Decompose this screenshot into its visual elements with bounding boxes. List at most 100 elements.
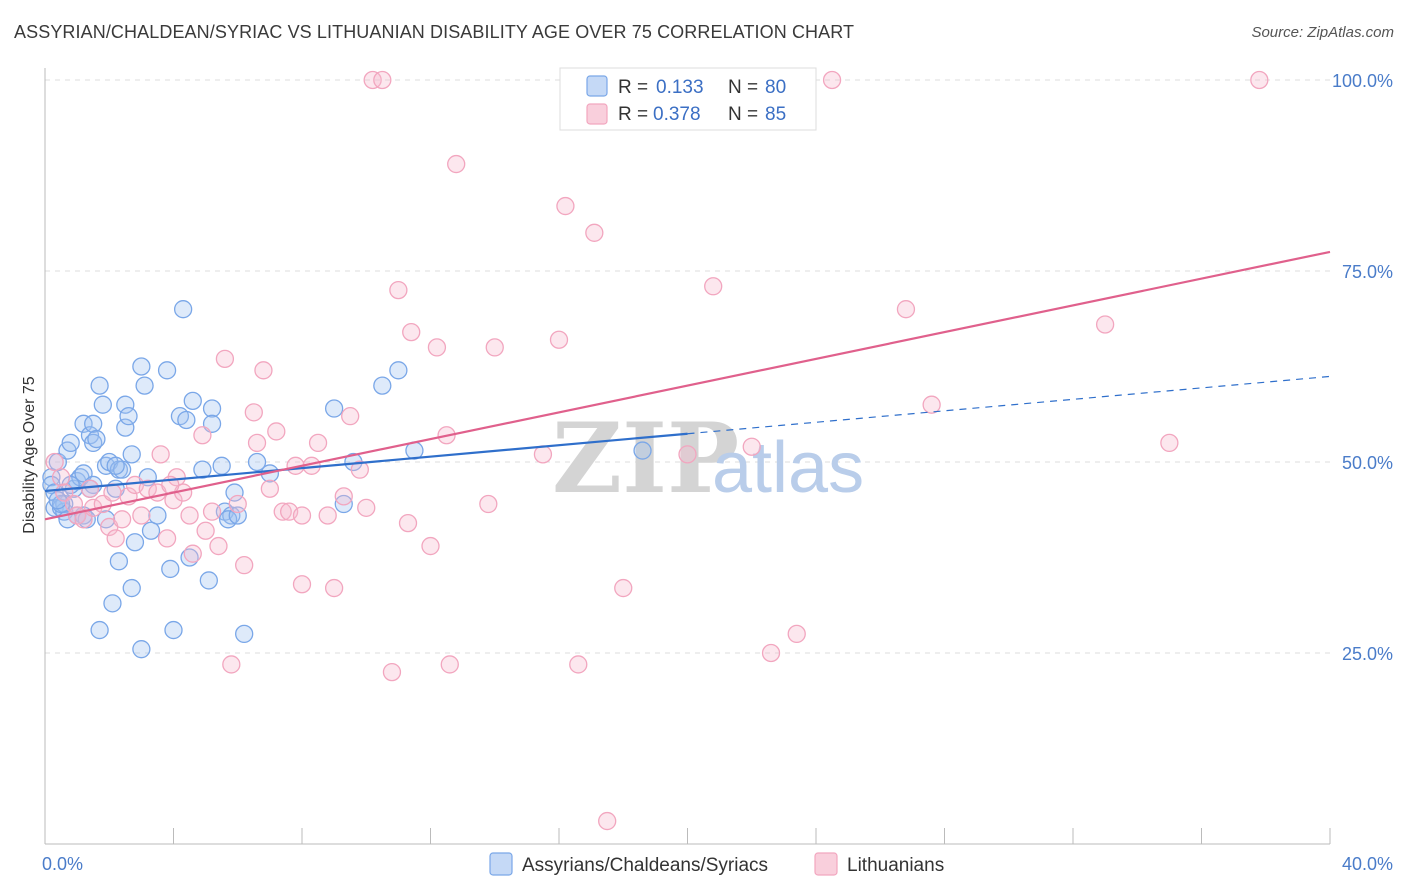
point-lithuanians-81	[1250, 70, 1269, 90]
point-lithuanians-47	[341, 407, 360, 426]
point-lithuanians-34	[254, 361, 273, 380]
legend: R = 0.133 N = 80 R = 0.378 N = 85	[559, 67, 817, 131]
point-assyrians-50	[177, 410, 196, 430]
point-lithuanians-25	[196, 521, 215, 540]
point-lithuanians-22	[180, 506, 199, 525]
point-assyrians-46	[161, 559, 180, 579]
point-lithuanians-65	[556, 196, 575, 216]
point-assyrians-24	[90, 376, 109, 395]
y-tick-label-2: 75.0%	[1342, 262, 1393, 282]
point-assyrians-52	[183, 391, 202, 411]
point-assyrians-10	[61, 433, 80, 453]
point-lithuanians-14	[132, 506, 151, 525]
point-lithuanians-80	[1160, 433, 1179, 453]
point-assyrians-28	[103, 594, 122, 613]
point-assyrians-33	[116, 395, 135, 414]
series-swatch-lithuanians	[814, 852, 838, 876]
point-lithuanians-50	[363, 70, 382, 90]
point-assyrians-35	[119, 407, 138, 426]
point-lithuanians-78	[922, 395, 941, 414]
watermark-atlas: atlas	[712, 428, 864, 508]
point-lithuanians-75	[787, 624, 806, 644]
point-assyrians-57	[212, 456, 231, 475]
point-assyrians-77	[106, 456, 125, 475]
point-lithuanians-67	[585, 223, 604, 242]
point-lithuanians-64	[549, 330, 569, 349]
point-lithuanians-56	[421, 536, 440, 556]
y-tick-label-1: 50.0%	[1342, 453, 1393, 473]
point-assyrians-16	[74, 414, 93, 433]
point-lithuanians-52	[382, 662, 402, 682]
point-assyrians-69	[373, 376, 392, 395]
point-lithuanians-45	[324, 578, 344, 598]
point-lithuanians-18	[157, 529, 177, 548]
point-assyrians-44	[148, 506, 167, 525]
point-assyrians-72	[633, 441, 652, 460]
point-lithuanians-55	[402, 322, 421, 342]
legend-r-value-2: 0.378	[653, 104, 701, 125]
point-assyrians-37	[122, 578, 141, 598]
point-lithuanians-1	[51, 468, 71, 487]
point-assyrians-49	[173, 300, 193, 319]
point-lithuanians-33	[247, 433, 267, 453]
point-lithuanians-82	[598, 811, 617, 831]
point-lithuanians-27	[209, 536, 228, 556]
point-lithuanians-29	[222, 655, 241, 674]
point-assyrians-40	[135, 376, 154, 395]
point-assyrians-55	[202, 399, 222, 418]
point-assyrians-42	[141, 521, 161, 540]
legend-r-label-2: R =	[618, 104, 648, 125]
trend-line-assyrians	[44, 432, 688, 493]
y-tick-label-0: 25.0%	[1342, 644, 1393, 664]
point-lithuanians-32	[244, 403, 263, 422]
point-lithuanians-30	[228, 494, 247, 514]
legend-n-label-1: N =	[728, 77, 758, 98]
series-label-assyrians: Assyrians/Chaldeans/Syriacs	[522, 855, 768, 876]
point-assyrians-47	[164, 620, 183, 640]
series-swatch-assyrians	[489, 852, 513, 876]
point-lithuanians-59	[440, 655, 459, 674]
point-lithuanians-6	[80, 479, 100, 498]
point-lithuanians-73	[742, 437, 761, 456]
point-lithuanians-41	[292, 506, 312, 525]
point-lithuanians-26	[202, 502, 222, 521]
point-lithuanians-48	[350, 460, 369, 479]
point-lithuanians-62	[485, 338, 504, 357]
point-assyrians-20	[84, 414, 103, 433]
point-assyrians-23	[90, 620, 109, 640]
y-axis-label: Disability Age Over 75	[21, 376, 38, 534]
watermark: ZIP atlas	[552, 402, 864, 515]
point-lithuanians-17	[151, 445, 170, 464]
point-lithuanians-70	[678, 445, 697, 464]
point-lithuanians-43	[308, 433, 328, 453]
trend-line-lithuanians	[44, 250, 1331, 521]
point-lithuanians-61	[479, 494, 498, 514]
point-lithuanians-24	[193, 426, 212, 445]
x-tick-label-0: 0.0%	[42, 854, 83, 874]
point-lithuanians-37	[273, 502, 292, 521]
point-lithuanians-35	[260, 479, 280, 498]
point-lithuanians-23	[183, 544, 202, 563]
gridlines	[45, 79, 1330, 654]
point-lithuanians-44	[318, 506, 337, 525]
point-lithuanians-36	[267, 422, 286, 441]
point-lithuanians-53	[389, 280, 408, 300]
point-assyrians-45	[157, 361, 177, 380]
point-lithuanians-51	[373, 70, 392, 90]
point-assyrians-63	[235, 624, 254, 644]
point-assyrians-25	[93, 395, 112, 414]
legend-n-value-1: 80	[765, 77, 786, 98]
point-lithuanians-28	[215, 349, 235, 369]
point-lithuanians-74	[761, 643, 781, 663]
point-lithuanians-76	[822, 70, 842, 90]
point-assyrians-36	[122, 445, 141, 464]
legend-r-value-1: 0.133	[656, 77, 704, 98]
point-lithuanians-11	[112, 510, 132, 529]
legend-swatch-pink	[586, 103, 608, 125]
point-assyrians-70	[389, 361, 408, 380]
series-label-lithuanians: Lithuanians	[847, 855, 944, 876]
point-lithuanians-63	[533, 445, 553, 464]
trend-lines	[44, 250, 1331, 521]
point-assyrians-67	[334, 494, 353, 514]
